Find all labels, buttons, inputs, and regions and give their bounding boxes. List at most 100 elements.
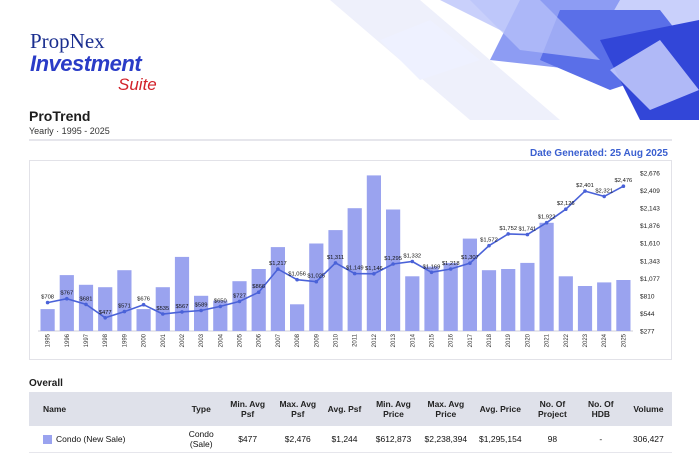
line-point-2003: [199, 308, 203, 313]
bar-2015: [424, 266, 439, 331]
line-data-label-2022: $2,126: [557, 201, 575, 207]
line-point-1997: [84, 302, 88, 307]
x-tick-label-2012: 2012: [372, 333, 378, 347]
x-tick-label-1997: 1997: [84, 333, 90, 347]
line-data-label-2018: $1,572: [480, 238, 498, 244]
row-no-of-hdb: -: [576, 426, 625, 453]
overall-table: Name Type Min. Avg Psf Max. Avg Psf Avg.…: [29, 392, 672, 453]
line-point-2018: [487, 243, 491, 248]
line-point-2022: [564, 207, 568, 211]
line-point-2021: [544, 220, 549, 225]
bar-2004: [213, 300, 228, 331]
y-right-tick-label: $2,143: [640, 206, 660, 213]
bar-2014: [405, 276, 420, 331]
line-data-label-2017: $1,307: [461, 255, 479, 261]
row-min-avg-psf: $477: [220, 426, 275, 453]
row-volume: 306,427: [624, 426, 672, 453]
y-right-tick-label: $1,876: [640, 223, 660, 230]
x-tick-label-2004: 2004: [218, 333, 224, 347]
x-tick-label-2020: 2020: [525, 333, 531, 347]
x-tick-label-2008: 2008: [295, 333, 301, 347]
bar-2023: [577, 286, 593, 331]
line-data-label-2019: $1,752: [499, 226, 517, 232]
line-point-2019: [506, 232, 511, 236]
line-point-2002: [180, 310, 184, 314]
x-tick-label-2011: 2011: [353, 333, 359, 347]
col-header-max-avg-price: Max. Avg Price: [419, 392, 473, 426]
line-data-label-2002: $567: [176, 304, 189, 310]
page-subtitle: Yearly · 1995 - 2025: [29, 126, 110, 136]
y-right-tick-label: $2,409: [640, 188, 660, 195]
line-data-label-2006: $866: [252, 284, 265, 290]
bar-2020: [520, 262, 535, 331]
bar-2017: [462, 238, 477, 331]
brand-line-3: Suite: [118, 75, 157, 94]
x-tick-label-2019: 2019: [506, 333, 512, 347]
bar-2018: [481, 270, 497, 331]
brand-logo: PropNex Investment Suite: [30, 30, 157, 94]
x-tick-label-2018: 2018: [487, 333, 493, 347]
line-data-label-2015: $1,169: [423, 264, 441, 270]
line-point-2012: [372, 272, 376, 276]
line-point-2004: [218, 304, 223, 309]
x-tick-label-2021: 2021: [545, 333, 551, 347]
col-header-max-avg-psf: Max. Avg Psf: [274, 392, 322, 426]
line-point-2000: [141, 302, 146, 307]
x-tick-label-1999: 1999: [122, 333, 128, 347]
x-tick-label-2010: 2010: [334, 333, 340, 347]
bar-2022: [558, 276, 573, 331]
row-avg-price: $1,295,154: [472, 426, 529, 453]
line-data-label-1999: $571: [118, 304, 131, 310]
bar-1999: [117, 270, 132, 331]
x-tick-label-2013: 2013: [391, 333, 397, 347]
line-data-label-2024: $2,321: [595, 188, 613, 194]
y-right-tick-label: $1,610: [640, 241, 660, 248]
line-point-2015: [429, 270, 434, 275]
x-tick-label-2024: 2024: [602, 333, 608, 347]
line-point-2024: [602, 194, 606, 199]
row-type: Condo (Sale): [181, 426, 221, 453]
bar-2003: [194, 295, 209, 331]
x-tick-label-1995: 1995: [46, 333, 52, 347]
x-tick-label-1998: 1998: [103, 333, 109, 347]
line-data-label-2025: $2,476: [615, 178, 633, 184]
x-tick-label-2022: 2022: [564, 333, 570, 347]
x-tick-label-2001: 2001: [161, 333, 167, 347]
col-header-no-of-project: No. Of Project: [528, 392, 577, 426]
line-data-label-2012: $1,146: [365, 266, 383, 272]
x-tick-label-2025: 2025: [621, 333, 627, 347]
line-data-label-2010: $1,311: [327, 255, 344, 261]
y-right-tick-label: $277: [640, 329, 655, 336]
y-right-tick-label: $2,676: [640, 171, 660, 178]
row-no-of-project: 98: [528, 426, 577, 453]
line-point-1998: [103, 316, 107, 320]
x-tick-label-2005: 2005: [238, 333, 244, 347]
line-data-label-1997: $681: [80, 296, 93, 302]
bar-2007: [270, 247, 285, 331]
bar-2001: [155, 287, 170, 331]
line-data-label-2008: $1,056: [288, 272, 306, 278]
date-generated: Date Generated: 25 Aug 2025: [529, 148, 668, 159]
y-right-tick-label: $1,077: [640, 276, 660, 283]
brand-line-1: PropNex: [30, 29, 105, 53]
bar-2009: [309, 243, 324, 331]
line-point-2008: [295, 277, 299, 282]
line-data-label-2016: $1,218: [442, 261, 460, 267]
line-data-label-1995: $708: [41, 295, 54, 301]
bar-2010: [328, 230, 343, 331]
x-tick-label-1996: 1996: [65, 333, 71, 347]
line-point-2011: [352, 271, 357, 276]
bar-2005: [232, 281, 247, 331]
line-point-2013: [391, 262, 395, 266]
col-header-name: Name: [29, 392, 182, 426]
line-point-2009: [314, 279, 319, 284]
line-point-2023: [583, 189, 587, 193]
bar-2013: [386, 209, 401, 331]
row-min-avg-price: $612,873: [367, 426, 420, 453]
y-right-tick-label: $544: [640, 311, 655, 318]
bar-2000: [136, 309, 151, 331]
line-point-2017: [468, 261, 472, 265]
x-tick-label-2015: 2015: [430, 333, 436, 347]
bar-2008: [290, 304, 305, 331]
overall-section-label: Overall: [29, 378, 63, 389]
